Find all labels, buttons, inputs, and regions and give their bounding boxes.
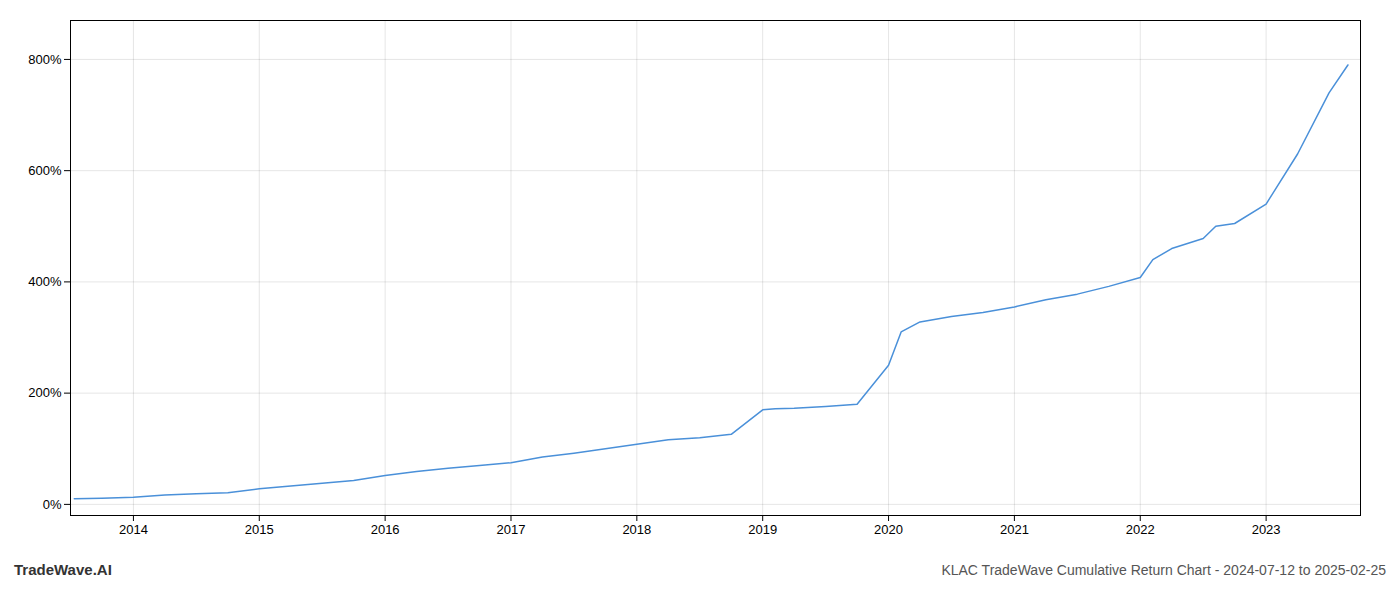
svg-text:800%: 800% bbox=[28, 52, 62, 67]
html-text:KLAC TradeWave Cumulative Retu: KLAC TradeWave Cumulative Return Chart -… bbox=[941, 562, 1386, 578]
svg-text:2023: 2023 bbox=[1252, 522, 1281, 537]
svg-text:2020: 2020 bbox=[874, 522, 903, 537]
html-text:TradeWave.AI: TradeWave.AI bbox=[14, 561, 112, 578]
svg-text:2015: 2015 bbox=[245, 522, 274, 537]
svg-text:0%: 0% bbox=[43, 497, 62, 512]
svg-text:2019: 2019 bbox=[748, 522, 777, 537]
svg-text:600%: 600% bbox=[28, 163, 62, 178]
svg-text:2022: 2022 bbox=[1126, 522, 1155, 537]
svg-text:2014: 2014 bbox=[119, 522, 148, 537]
svg-text:2017: 2017 bbox=[497, 522, 526, 537]
svg-text:200%: 200% bbox=[28, 385, 62, 400]
svg-text:2016: 2016 bbox=[371, 522, 400, 537]
svg-text:2018: 2018 bbox=[622, 522, 651, 537]
svg-text:400%: 400% bbox=[28, 274, 62, 289]
svg-text:2021: 2021 bbox=[1000, 522, 1029, 537]
